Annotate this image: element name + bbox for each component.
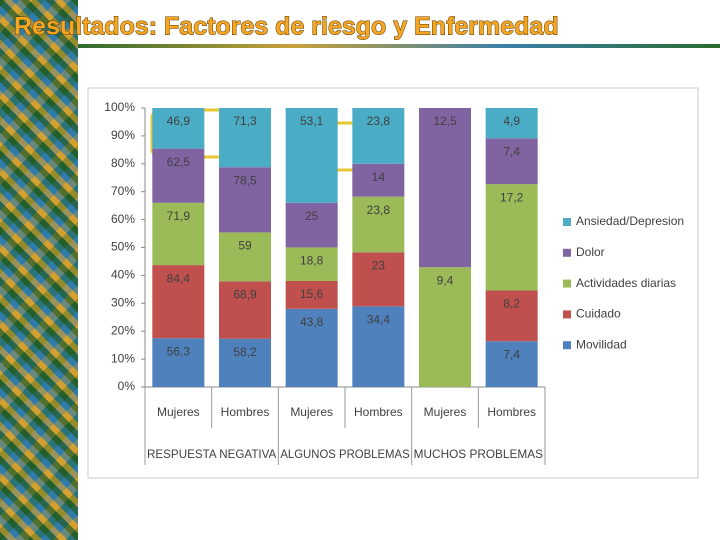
y-tick-label: 90% bbox=[111, 128, 135, 142]
data-label: 15,6 bbox=[300, 287, 324, 301]
bar-segment bbox=[419, 108, 471, 268]
y-tick-label: 60% bbox=[111, 212, 135, 226]
data-label: 23,8 bbox=[367, 114, 391, 128]
y-tick-label: 50% bbox=[111, 240, 135, 254]
data-label: 17,2 bbox=[500, 190, 524, 204]
data-label: 25 bbox=[305, 209, 319, 223]
bar-segment bbox=[152, 265, 205, 339]
bar-segment bbox=[352, 108, 405, 164]
data-label: 7,4 bbox=[503, 144, 520, 158]
data-label: 68,9 bbox=[233, 288, 257, 302]
legend-label: Cuidado bbox=[576, 307, 621, 321]
bar-segment bbox=[352, 252, 405, 307]
legend-label: Ansiedad/Depresion bbox=[576, 214, 684, 228]
decor-strip bbox=[0, 0, 78, 540]
bar-segment bbox=[152, 202, 205, 266]
bar-segment bbox=[285, 308, 338, 387]
data-label: 62,5 bbox=[167, 155, 191, 169]
y-tick-label: 70% bbox=[111, 184, 135, 198]
data-label: 56,3 bbox=[167, 344, 191, 358]
bar-segment bbox=[219, 108, 271, 168]
data-label: 4,9 bbox=[503, 114, 520, 128]
x-tick-label: Hombres bbox=[354, 405, 403, 419]
y-tick-label: 40% bbox=[111, 268, 135, 282]
legend-swatch bbox=[563, 218, 571, 226]
y-tick-label: 20% bbox=[111, 323, 135, 337]
legend-swatch bbox=[563, 310, 571, 319]
bar-segment bbox=[352, 196, 405, 253]
data-label: 71,9 bbox=[167, 209, 191, 223]
bar-segment bbox=[352, 163, 405, 197]
y-tick-label: 10% bbox=[111, 351, 135, 365]
bar-segment bbox=[152, 148, 205, 203]
y-tick-label: 80% bbox=[111, 156, 135, 170]
bar-segment bbox=[285, 247, 338, 281]
legend-swatch bbox=[563, 279, 571, 288]
data-label: 34,4 bbox=[367, 313, 391, 327]
data-label: 53,1 bbox=[300, 114, 324, 128]
data-label: 59 bbox=[238, 239, 252, 253]
y-tick-label: 30% bbox=[111, 295, 135, 309]
data-label: 78,5 bbox=[233, 173, 257, 187]
bar-segment bbox=[219, 281, 271, 339]
bar-segment bbox=[285, 202, 338, 248]
group-label: MUCHOS PROBLEMAS bbox=[414, 447, 543, 461]
data-label: 9,4 bbox=[437, 273, 454, 287]
data-label: 8,2 bbox=[503, 297, 520, 311]
legend-label: Actividades diarias bbox=[576, 276, 676, 290]
bar-segment bbox=[285, 280, 338, 309]
legend-swatch bbox=[563, 248, 571, 257]
data-label: 7,4 bbox=[503, 347, 520, 361]
data-label: 84,4 bbox=[167, 271, 191, 285]
data-label: 23,8 bbox=[367, 203, 391, 217]
data-label: 43,8 bbox=[300, 315, 324, 329]
bar-segment bbox=[485, 184, 538, 291]
x-tick-label: Mujeres bbox=[157, 405, 200, 419]
bar-segment bbox=[152, 108, 205, 149]
bar-segment bbox=[219, 232, 271, 282]
data-label: 58,2 bbox=[233, 345, 257, 359]
legend-label: Movilidad bbox=[576, 337, 627, 351]
bar-segment bbox=[285, 108, 338, 203]
bar-segment bbox=[152, 338, 205, 387]
bar-segment bbox=[485, 138, 538, 185]
bar-segment bbox=[485, 108, 538, 139]
legend-swatch bbox=[563, 341, 571, 350]
bar-segment bbox=[352, 306, 405, 387]
legend-label: Dolor bbox=[576, 245, 605, 259]
data-label: 71,3 bbox=[233, 114, 257, 128]
x-tick-label: Mujeres bbox=[290, 405, 333, 419]
data-label: 18,8 bbox=[300, 254, 324, 268]
slide-title: Resultados: Factores de riesgo y Enferme… bbox=[14, 13, 559, 41]
group-label: RESPUESTA NEGATIVA bbox=[147, 447, 276, 461]
bar-segment bbox=[219, 338, 271, 387]
y-tick-label: 100% bbox=[104, 100, 135, 114]
y-tick-label: 0% bbox=[118, 379, 136, 393]
bar-segment bbox=[219, 167, 271, 233]
data-label: 14 bbox=[372, 170, 386, 184]
x-tick-label: Hombres bbox=[221, 405, 270, 419]
bar-segment bbox=[485, 341, 538, 387]
x-tick-label: Mujeres bbox=[424, 405, 467, 419]
data-label: 23 bbox=[372, 259, 386, 273]
group-label: ALGUNOS PROBLEMAS bbox=[280, 447, 409, 461]
bar-segment bbox=[485, 290, 538, 342]
x-tick-label: Hombres bbox=[487, 405, 536, 419]
data-label: 12,5 bbox=[433, 114, 457, 128]
data-label: 46,9 bbox=[167, 114, 191, 128]
bar-segment bbox=[419, 267, 471, 387]
title-rule bbox=[78, 44, 720, 48]
